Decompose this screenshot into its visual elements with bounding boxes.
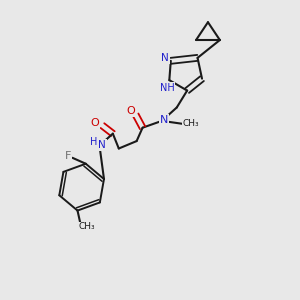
Text: N: N <box>161 53 169 64</box>
Text: O: O <box>91 118 99 128</box>
Text: NH: NH <box>160 82 174 93</box>
Text: CH₃: CH₃ <box>79 222 95 231</box>
Text: H: H <box>90 137 98 147</box>
Text: O: O <box>126 106 135 116</box>
Text: N: N <box>160 115 169 125</box>
Text: CH₃: CH₃ <box>183 119 199 128</box>
Text: F: F <box>65 151 71 161</box>
Text: N: N <box>98 140 106 150</box>
